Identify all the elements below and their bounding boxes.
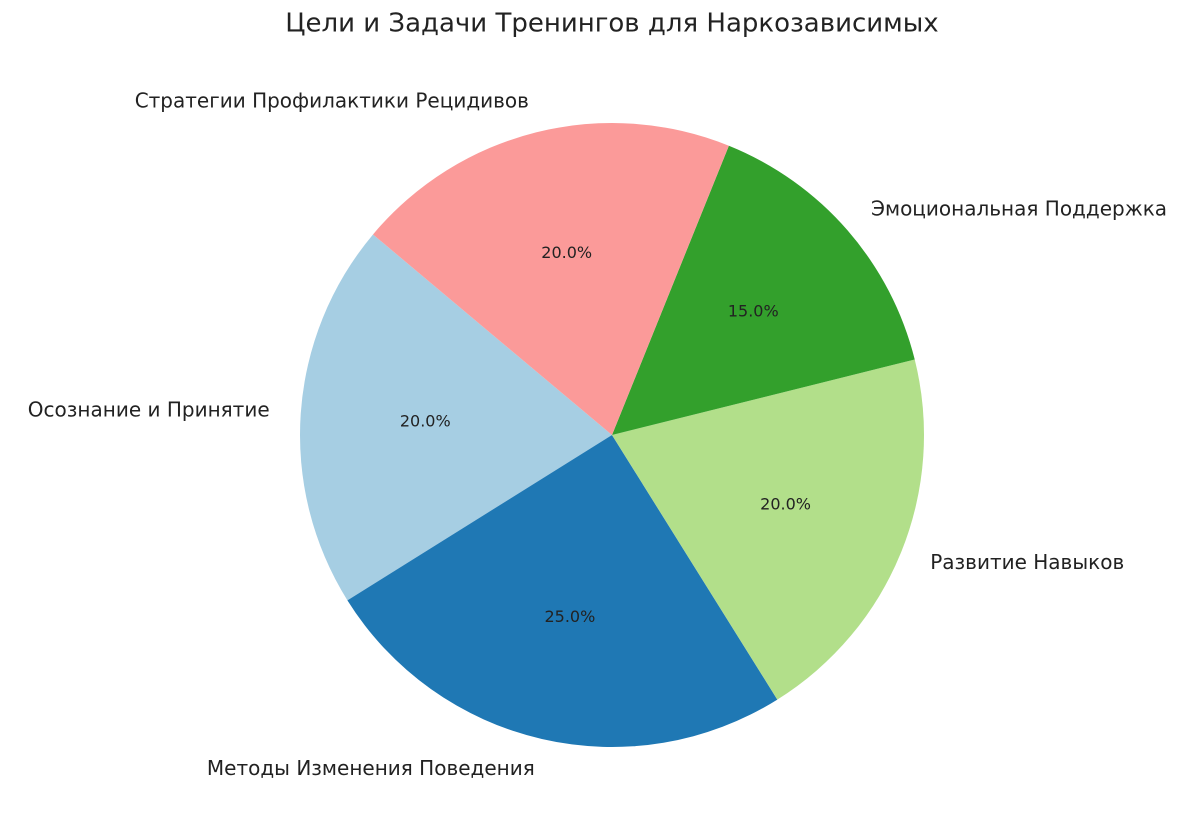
slice-label: Развитие Навыков xyxy=(930,550,1124,574)
value-label: 20.0% xyxy=(400,411,451,430)
chart-title: Цели и Задачи Тренингов для Наркозависим… xyxy=(285,9,938,39)
slice-label: Осознание и Принятие xyxy=(28,398,270,422)
slice-label: Стратегии Профилактики Рецидивов xyxy=(135,88,529,112)
value-label: 20.0% xyxy=(541,243,592,262)
pie-slice xyxy=(372,122,729,435)
pie-slice xyxy=(612,145,915,436)
value-label: 25.0% xyxy=(544,607,595,626)
value-label: 15.0% xyxy=(728,302,779,321)
pie-slice xyxy=(347,435,778,747)
pie-slice xyxy=(612,359,924,700)
slice-label: Методы Изменения Поведения xyxy=(207,756,535,780)
pie-slice xyxy=(300,234,612,601)
slice-label: Эмоциональная Поддержка xyxy=(871,196,1167,220)
value-label: 20.0% xyxy=(760,495,811,514)
